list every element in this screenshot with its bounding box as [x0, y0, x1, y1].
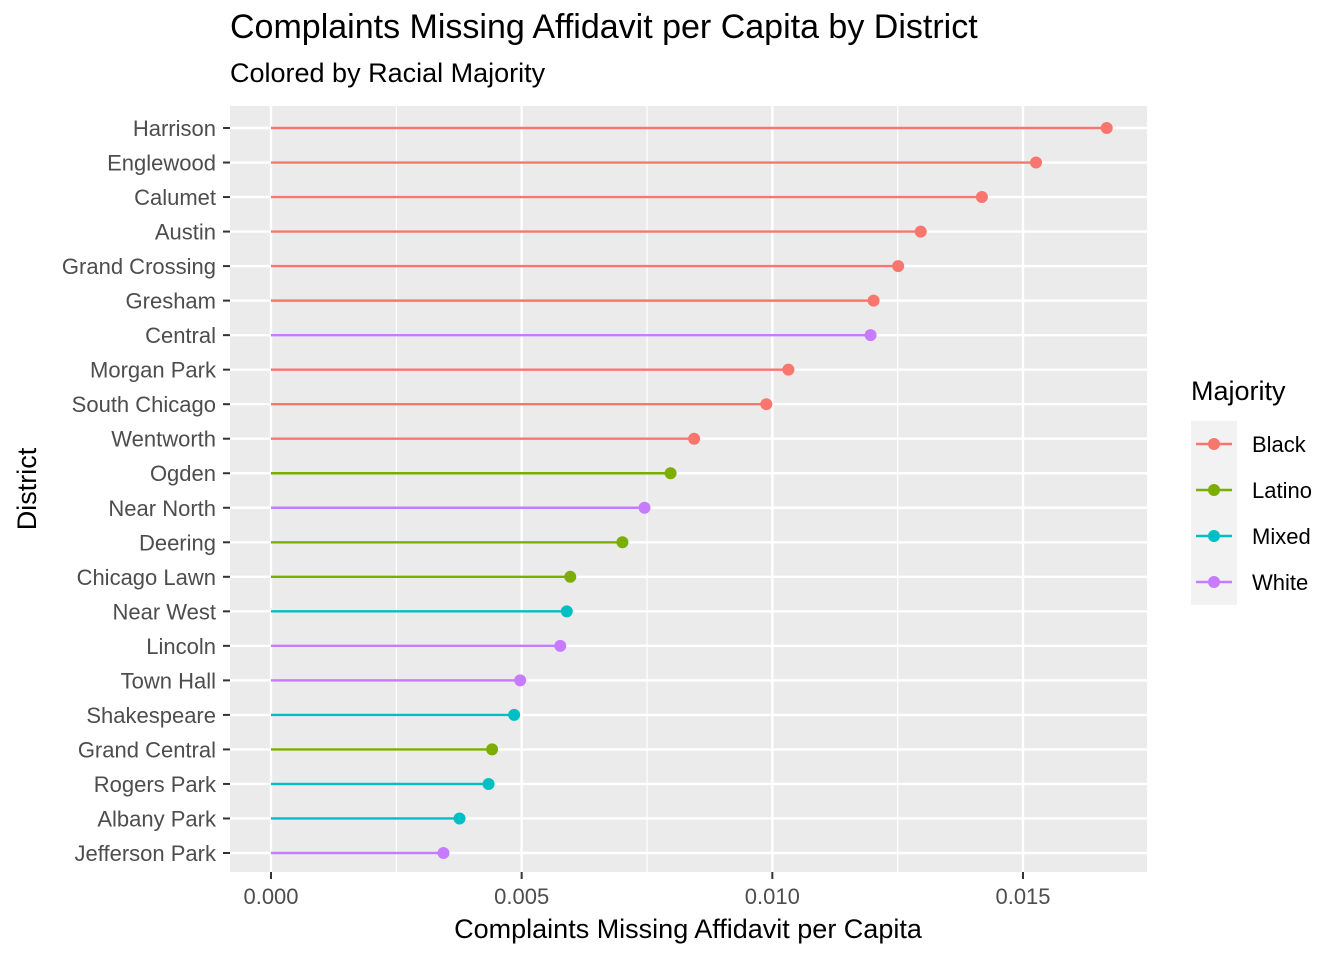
legend-key-background — [1191, 421, 1237, 605]
legend-key-point — [1208, 530, 1220, 542]
y-tick-label: Calumet — [134, 185, 216, 210]
y-tick-label: Deering — [139, 530, 216, 555]
lollipop-point — [664, 467, 677, 480]
lollipop-point — [867, 294, 880, 307]
x-tick-label: 0.005 — [494, 884, 549, 909]
y-tick-label: Central — [145, 323, 216, 348]
legend-key-point — [1208, 438, 1220, 450]
y-tick-label: Shakespeare — [86, 703, 216, 728]
y-tick-label: South Chicago — [72, 392, 216, 417]
y-tick-label: Grand Crossing — [62, 254, 216, 279]
y-axis-title: District — [12, 447, 42, 530]
y-tick-label: Ogden — [150, 461, 216, 486]
lollipop-point — [638, 501, 651, 514]
x-axis: 0.000 0.005 0.010 0.015 — [243, 872, 1051, 909]
lollipop-marks — [271, 122, 1113, 859]
lollipop-point — [782, 363, 795, 376]
lollipop-point — [564, 570, 577, 583]
legend-key-point — [1208, 484, 1220, 496]
legend-key-point — [1208, 576, 1220, 588]
lollipop-point — [482, 777, 495, 790]
legend-label: Mixed — [1252, 524, 1311, 549]
lollipop-point — [616, 536, 629, 549]
x-axis-title: Complaints Missing Affidavit per Capita — [454, 914, 923, 944]
chart-subtitle: Colored by Racial Majority — [230, 58, 546, 88]
lollipop-point — [560, 605, 573, 618]
lollipop-point — [1100, 122, 1113, 134]
x-tick-label: 0.000 — [243, 884, 298, 909]
x-tick-label: 0.015 — [995, 884, 1050, 909]
y-tick-label: Town Hall — [121, 668, 216, 693]
lollipop-point — [1030, 156, 1043, 169]
lollipop-point — [864, 329, 877, 342]
legend-label: Black — [1252, 432, 1307, 457]
chart-title: Complaints Missing Affidavit per Capita … — [230, 8, 978, 46]
y-tick-label: Englewood — [107, 151, 216, 176]
y-tick-label: Austin — [155, 220, 216, 245]
y-tick-label: Jefferson Park — [75, 841, 217, 866]
y-tick-label: Morgan Park — [90, 358, 217, 383]
y-tick-label: Grand Central — [78, 737, 216, 762]
lollipop-point — [437, 847, 450, 859]
lollipop-point — [760, 398, 773, 411]
y-tick-label: Near West — [112, 599, 216, 624]
y-tick-label: Wentworth — [111, 427, 216, 452]
lollipop-point — [975, 191, 988, 204]
lollipop-point — [914, 225, 927, 238]
legend-title: Majority — [1191, 376, 1286, 406]
legend: Black Latino Mixed White — [1196, 432, 1312, 595]
y-tick-label: Near North — [108, 496, 216, 521]
lollipop-point — [514, 674, 527, 687]
y-tick-label: Harrison — [133, 116, 216, 141]
y-tick-label: Chicago Lawn — [77, 565, 216, 590]
y-tick-label: Albany Park — [97, 806, 217, 831]
lollipop-point — [688, 432, 701, 445]
lollipop-point — [508, 708, 521, 721]
y-tick-label: Rogers Park — [94, 772, 217, 797]
lollipop-point — [554, 639, 567, 652]
legend-label: Latino — [1252, 478, 1312, 503]
y-tick-label: Lincoln — [146, 634, 216, 659]
lollipop-point — [486, 743, 499, 756]
plot-panel — [230, 106, 1147, 872]
y-tick-label: Gresham — [126, 289, 216, 314]
x-tick-label: 0.010 — [745, 884, 800, 909]
lollipop-point — [453, 812, 466, 825]
y-axis: Harrison Englewood Calumet Austin Grand Cros… — [62, 116, 230, 866]
lollipop-point — [892, 260, 905, 273]
legend-label: White — [1252, 570, 1308, 595]
